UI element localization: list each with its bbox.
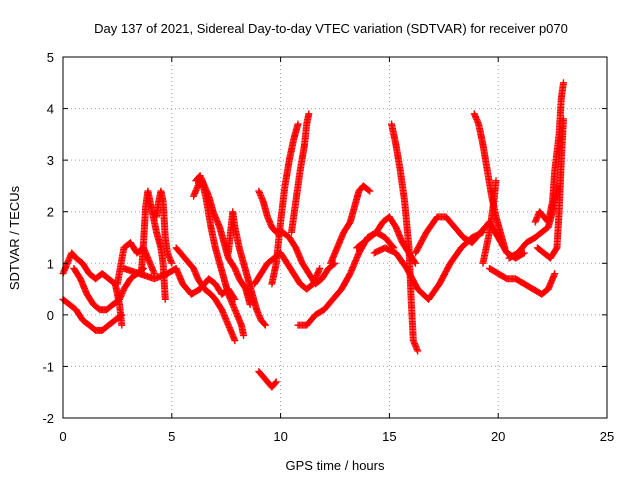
y-tick-label: 3 xyxy=(47,153,54,168)
y-tick-label: -2 xyxy=(42,411,54,426)
data-point xyxy=(305,110,313,118)
x-tick-label: 15 xyxy=(382,429,396,444)
series-sat-k xyxy=(224,208,269,329)
data-point xyxy=(519,250,527,258)
x-tick-label: 20 xyxy=(491,429,505,444)
data-point xyxy=(501,244,509,252)
series-sat-o xyxy=(268,120,302,288)
data-point xyxy=(271,379,279,387)
series-sat-aa xyxy=(531,79,567,226)
data-point xyxy=(118,321,126,329)
x-tick-label: 10 xyxy=(273,429,287,444)
x-axis-label: GPS time / hours xyxy=(286,458,385,473)
series-sat-j xyxy=(190,177,248,339)
y-tick-label: 4 xyxy=(47,102,54,117)
series-sat-r xyxy=(327,182,374,267)
y-axis-label: SDTVAR / TECUs xyxy=(7,185,22,290)
chart-title: Day 137 of 2021, Sidereal Day-to-day VTE… xyxy=(94,21,568,36)
data-point xyxy=(492,177,500,185)
data-point xyxy=(168,259,176,267)
series-sat-l xyxy=(255,368,280,391)
data-point xyxy=(412,259,420,267)
data-point xyxy=(414,347,422,355)
y-tick-label: -1 xyxy=(42,359,54,374)
data-point xyxy=(366,187,374,195)
y-tick-label: 2 xyxy=(47,205,54,220)
plot-frame xyxy=(62,56,608,419)
series-sat-c xyxy=(70,264,148,314)
data-point xyxy=(272,378,280,386)
series-sat-v xyxy=(412,213,528,262)
data-point xyxy=(365,186,373,194)
data-point xyxy=(294,120,302,128)
series-sat-y xyxy=(485,264,559,298)
data-point xyxy=(559,79,567,87)
series-sat-p xyxy=(287,110,313,236)
series-sat-f xyxy=(153,187,176,267)
x-tick-label: 25 xyxy=(600,429,614,444)
y-tick-label: 1 xyxy=(47,256,54,271)
series-sat-u xyxy=(370,228,487,303)
series-sat-h xyxy=(172,244,239,345)
y-tick-label: 0 xyxy=(47,308,54,323)
data-point xyxy=(520,249,528,257)
series-sat-ab xyxy=(533,115,567,262)
axes: 0 5 10 15 20 25 -2 -1 0 1 2 3 4 5 xyxy=(42,50,614,444)
series-sat-a xyxy=(59,295,126,334)
y-tick-label: 5 xyxy=(47,50,54,65)
data-point xyxy=(260,320,268,328)
data-point xyxy=(261,321,269,329)
data-point xyxy=(231,337,239,345)
x-tick-label: 0 xyxy=(59,429,66,444)
series-sat-s xyxy=(353,213,420,267)
series-sat-x xyxy=(479,177,500,267)
x-tick-label: 5 xyxy=(168,429,175,444)
data-layer xyxy=(59,79,567,391)
series-sat-e xyxy=(137,187,169,303)
data-point xyxy=(316,264,324,272)
data-point xyxy=(559,115,567,123)
data-point xyxy=(161,295,169,303)
data-point xyxy=(551,270,559,278)
data-point xyxy=(240,331,248,339)
